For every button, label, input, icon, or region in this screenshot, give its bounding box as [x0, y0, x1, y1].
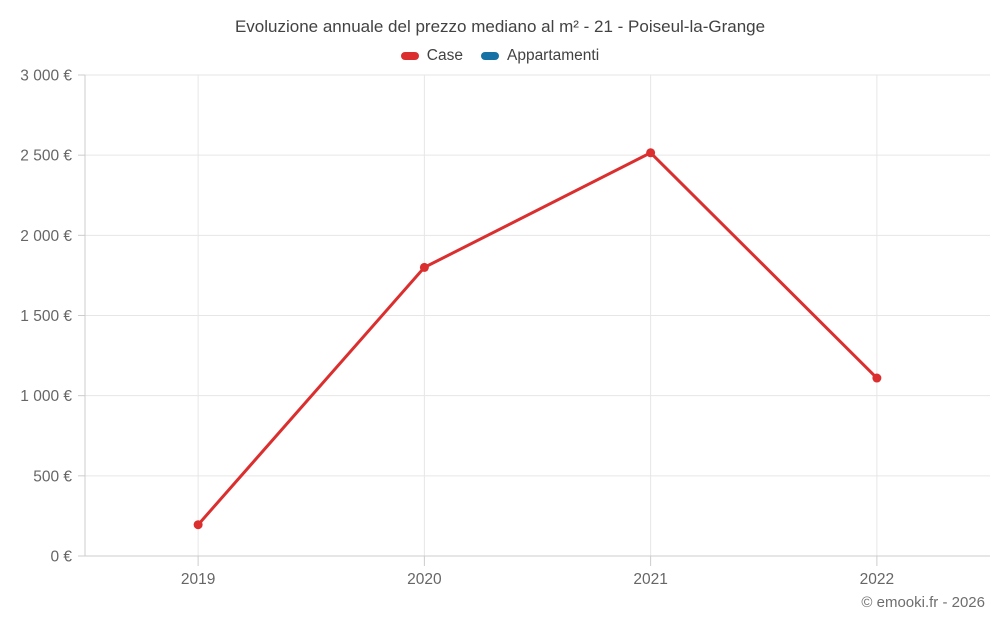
legend-label-appartamenti: Appartamenti [506, 47, 600, 64]
x-axis-label: 2019 [181, 571, 215, 588]
y-axis-label: 2 000 € [20, 228, 72, 245]
data-point-case-2019[interactable] [193, 520, 203, 530]
copyright: © emooki.fr - 2026 [861, 594, 985, 611]
y-axis-label: 3 000 € [20, 68, 72, 85]
y-axis-label: 500 € [33, 468, 72, 485]
chart-title: Evoluzione annuale del prezzo mediano al… [234, 17, 766, 36]
legend-swatch-appartamenti-icon [480, 52, 499, 60]
y-axis-label: 1 500 € [20, 308, 72, 325]
data-point-case-2020[interactable] [419, 262, 429, 272]
y-axis-label: 0 € [50, 549, 72, 566]
data-point-case-2021[interactable] [646, 148, 656, 158]
legend-item-appartamenti[interactable]: Appartamenti [480, 46, 600, 66]
chart-legend: Case Appartamenti [0, 46, 1000, 66]
y-axis-label: 2 500 € [20, 148, 72, 165]
legend-swatch-case-icon [400, 52, 419, 60]
data-point-case-2022[interactable] [872, 373, 882, 383]
x-axis-label: 2020 [407, 571, 442, 588]
x-axis-label: 2022 [860, 571, 894, 588]
y-axis-label: 1 000 € [20, 388, 72, 405]
legend-item-case[interactable]: Case [400, 46, 463, 66]
legend-label-case: Case [426, 47, 463, 64]
series-line-case [196, 151, 879, 527]
x-axis-label: 2021 [633, 571, 667, 588]
